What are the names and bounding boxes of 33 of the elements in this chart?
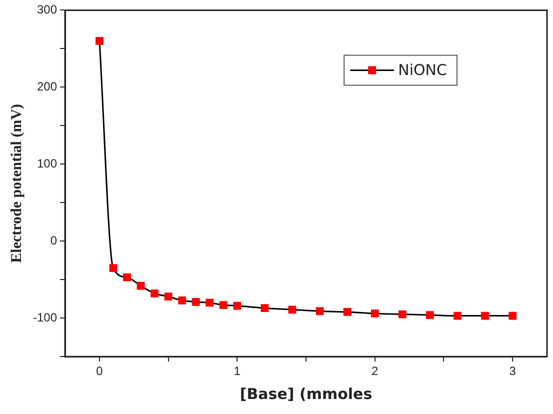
point (164, 292, 172, 300)
point (426, 311, 434, 319)
point (109, 264, 118, 272)
point (136, 282, 145, 290)
x-tick-label: 2 (372, 364, 379, 378)
point (233, 302, 242, 310)
point (370, 310, 379, 318)
point (260, 304, 269, 312)
point (343, 308, 352, 316)
y-tick-label: -100 (32, 310, 58, 324)
point (398, 310, 406, 318)
point (96, 37, 104, 45)
y-axis-title: Electrode potential (mV) (8, 104, 25, 263)
point (206, 298, 214, 307)
x-axis-title: [Base] (mmoles (240, 384, 372, 403)
point (219, 301, 228, 309)
point (508, 312, 517, 320)
y-tick-label: 200 (36, 79, 58, 94)
y-tick-label: 100 (36, 156, 58, 170)
point (454, 312, 462, 320)
x-tick-label: 0 (96, 364, 104, 378)
point (178, 296, 186, 304)
point (123, 273, 131, 282)
point (288, 306, 296, 314)
legend-label: NiONC (398, 61, 447, 80)
x-tick-label: 1 (234, 364, 241, 378)
point (316, 307, 324, 316)
y-tick-label: 0 (50, 233, 58, 248)
point (481, 312, 489, 320)
point (192, 298, 200, 306)
y-tick-label: 300 (36, 2, 58, 17)
point (150, 290, 158, 298)
x-tick-label: 3 (509, 364, 516, 378)
